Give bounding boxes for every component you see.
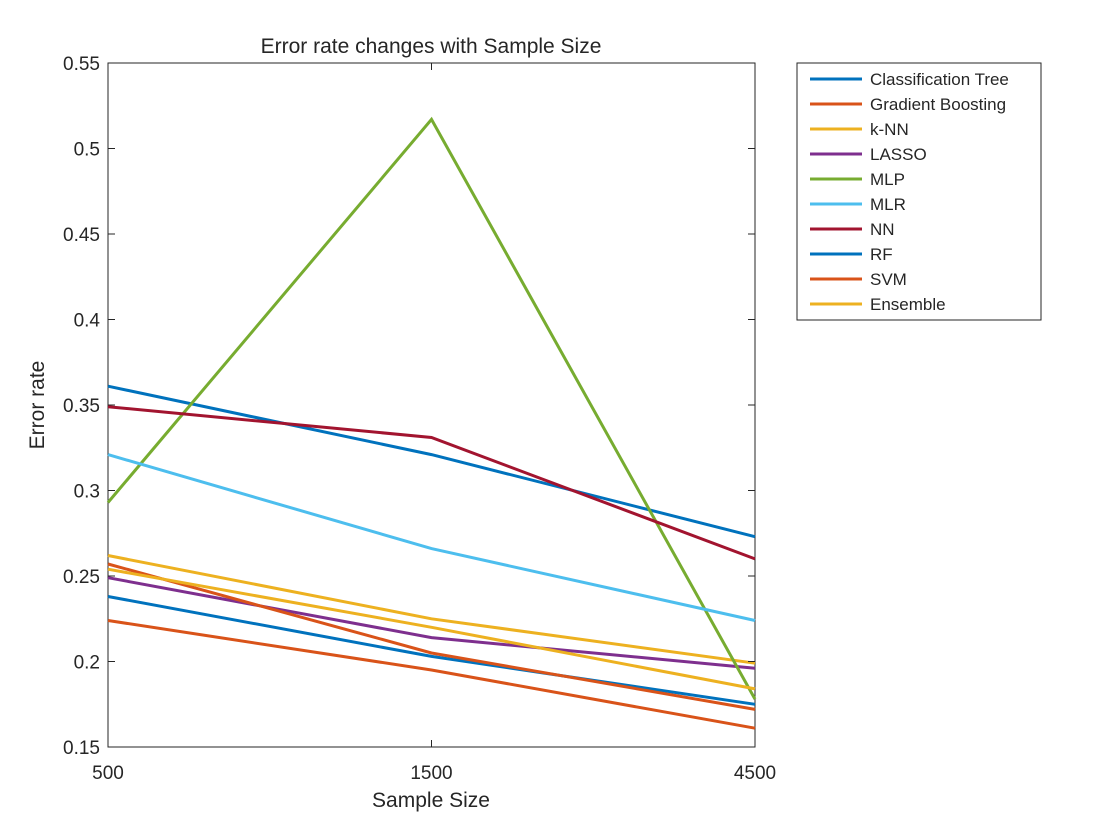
legend-items: Classification Tree Gradient Boosting k-NN…	[810, 70, 1009, 314]
y-tick-label: 0.25	[63, 567, 100, 588]
legend-label-svm: SVM	[870, 270, 907, 289]
y-tick-label: 0.2	[74, 653, 100, 674]
series-line-lasso	[107, 576, 756, 670]
legend-box	[796, 62, 1042, 321]
legend-label-mlr: MLR	[870, 195, 906, 214]
series-layer	[106, 116, 757, 730]
legend: Classification Tree Gradient Boosting k-NN…	[796, 62, 1042, 321]
y-axis-label: Error rate	[26, 361, 49, 450]
legend-label-rf: RF	[870, 245, 893, 264]
y-tick-label: 0.4	[74, 311, 101, 332]
legend-label-gradient-boosting: Gradient Boosting	[870, 95, 1006, 114]
series-line-rf	[107, 595, 756, 706]
y-tick-label: 0.3	[74, 482, 100, 503]
y-tick-label: 0.5	[74, 140, 100, 161]
y-tick-label: 0.45	[63, 225, 100, 246]
x-axis-label: Sample Size	[372, 789, 490, 812]
legend-label-mlp: MLP	[870, 170, 905, 189]
legend-label-ensemble: Ensemble	[870, 295, 946, 314]
x-tick-label: 500	[92, 763, 124, 784]
axes-background	[107, 62, 756, 748]
x-tick-label: 1500	[410, 763, 452, 784]
legend-label-classification-tree: Classification Tree	[870, 70, 1009, 89]
series-line-classification-tree	[107, 384, 756, 539]
series-line-mlr	[107, 453, 756, 622]
legend-label-k-nn: k-NN	[870, 120, 909, 139]
legend-label-nn: NN	[870, 220, 895, 239]
legend-label-lasso: LASSO	[870, 145, 927, 164]
y-tick-label: 0.15	[63, 738, 100, 759]
tick-layer: 0.15 0.2 0.25 0.3 0.35 0.4 0.45 0.5 0.55 500 1500 4…	[63, 54, 776, 784]
series-line-nn	[107, 405, 756, 561]
series-line-mlp	[106, 116, 757, 700]
series-line-gradient-boosting	[107, 619, 756, 730]
y-tick-label: 0.55	[63, 54, 100, 75]
series-line-svm	[107, 562, 756, 711]
series-line-k-nn	[107, 554, 756, 665]
series-line-ensemble	[107, 567, 756, 691]
x-tick-label: 4500	[734, 763, 776, 784]
y-tick-label: 0.35	[63, 396, 100, 417]
chart-title: Error rate changes with Sample Size	[261, 35, 602, 58]
